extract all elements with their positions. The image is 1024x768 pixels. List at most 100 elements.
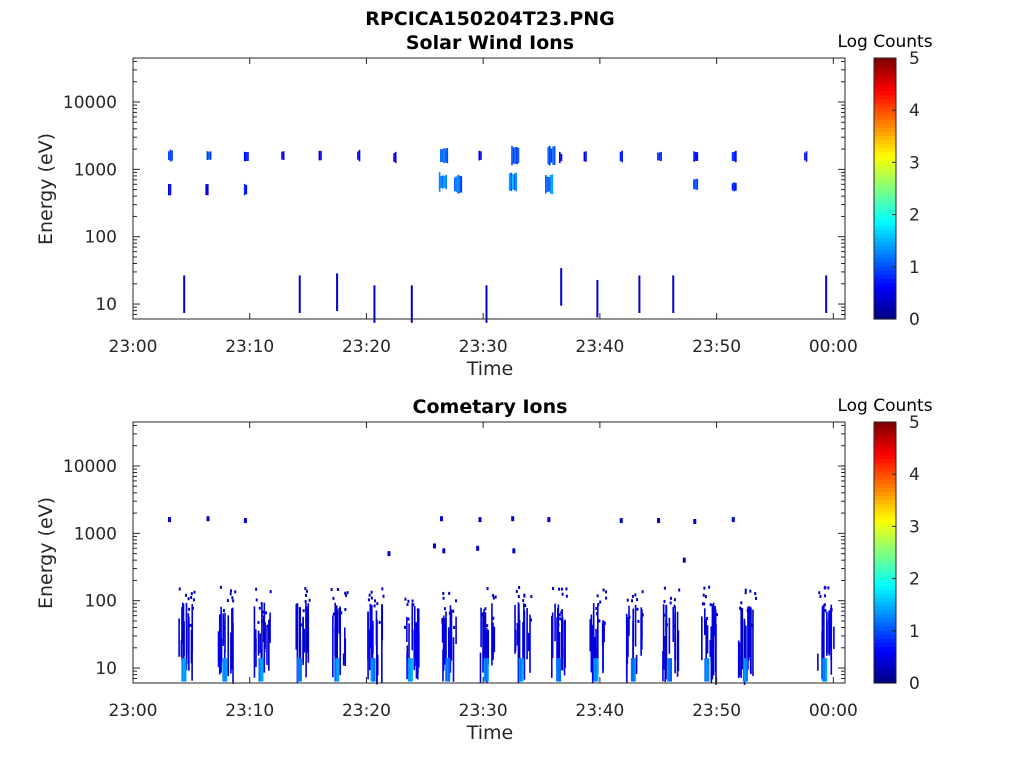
colorbar-swatch — [874, 536, 896, 541]
heatmap-cell — [527, 632, 530, 652]
heatmap-cell — [632, 608, 635, 669]
heatmap-cell — [547, 146, 549, 165]
heatmap-cell — [596, 279, 599, 318]
heatmap-cell — [823, 658, 826, 682]
colorbar-swatch — [874, 147, 896, 153]
heatmap-cell — [381, 604, 383, 683]
heatmap-cell — [558, 613, 561, 617]
heatmap-cell — [264, 622, 266, 649]
colorbar-swatch — [874, 564, 896, 570]
heatmap-cell — [583, 151, 586, 162]
heatmap-cell — [257, 630, 260, 656]
heatmap-cell — [517, 595, 520, 599]
colorbar-swatch — [874, 294, 896, 300]
heatmap-cell — [552, 146, 554, 165]
heatmap-cell — [335, 614, 338, 618]
heatmap-cell — [731, 183, 734, 191]
x-axis-label: Time — [466, 358, 514, 380]
heatmap-cell — [824, 609, 827, 613]
heatmap-cell — [492, 594, 495, 598]
colorbar-swatch — [874, 155, 896, 161]
heatmap-cell — [373, 285, 376, 323]
colorbar-swatch — [874, 650, 896, 656]
heatmap-cell — [439, 149, 442, 163]
colorbar-swatch — [874, 544, 896, 550]
heatmap-cell — [672, 607, 675, 642]
heatmap-cell — [673, 598, 676, 602]
heatmap-cell — [830, 608, 833, 612]
heatmap-cell — [750, 624, 753, 628]
colorbar-swatch — [874, 306, 896, 312]
heatmap-cell — [447, 627, 450, 659]
heatmap-cell — [404, 597, 407, 601]
heatmap-cell — [745, 658, 748, 682]
heatmap-cell — [743, 618, 746, 673]
colorbar-swatch — [874, 90, 896, 96]
heatmap-cell — [523, 603, 525, 653]
heatmap-cell — [693, 179, 695, 190]
heatmap-cell — [805, 151, 808, 162]
heatmap-cell — [255, 598, 258, 602]
heatmap-cell — [553, 146, 556, 166]
heatmap-cell — [827, 586, 830, 590]
heatmap-cell — [413, 629, 416, 671]
colorbar-swatch — [874, 131, 896, 137]
heatmap-cell — [518, 658, 521, 682]
heatmap-cell — [245, 152, 248, 162]
heatmap-cell — [677, 630, 680, 671]
heatmap-cell — [817, 653, 819, 671]
colorbar-swatch — [874, 70, 896, 75]
heatmap-cell — [747, 611, 750, 661]
panel-solar-wind: Solar Wind Ions 23:00 23:10 23:20 23:30 23:4… — [35, 32, 933, 380]
heatmap-cell — [340, 611, 343, 615]
colorbar-swatch — [874, 229, 896, 234]
heatmap-cell — [305, 606, 308, 610]
colorbar-swatch — [874, 642, 896, 647]
colorbar-swatch — [874, 111, 896, 116]
heatmap-cell — [226, 599, 229, 603]
heatmap-cell — [513, 173, 516, 191]
heatmap-cell — [442, 548, 446, 554]
heatmap-cell — [663, 586, 666, 590]
heatmap-cell — [171, 150, 173, 161]
heatmap-cell — [733, 151, 736, 162]
heatmap-cell — [493, 626, 496, 653]
heatmap-cell — [375, 625, 378, 684]
colorbar-swatch — [874, 479, 896, 484]
heatmap-cell — [191, 603, 194, 653]
heatmap-cell — [254, 629, 257, 652]
heatmap-cell — [595, 607, 598, 611]
heatmap-cell — [193, 590, 196, 594]
heatmap-cell — [415, 623, 418, 627]
heatmap-cell — [825, 658, 828, 682]
heatmap-cell — [682, 557, 686, 563]
colorbar-swatch — [874, 634, 896, 639]
heatmap-cell — [658, 152, 661, 161]
colorbar-swatch — [874, 102, 896, 108]
heatmap-cell — [222, 613, 224, 646]
heatmap-cell — [223, 625, 226, 629]
heatmap-cell — [445, 658, 448, 682]
colorbar-swatch — [874, 609, 896, 615]
heatmap-cell — [630, 658, 634, 682]
heatmap-cell — [823, 603, 826, 607]
heatmap-cell — [821, 605, 824, 680]
heatmap-cell — [178, 618, 180, 657]
colorbar-swatch — [874, 135, 896, 141]
heatmap-cell — [547, 517, 551, 523]
heatmap-cell — [178, 587, 181, 591]
heatmap-cell — [516, 623, 519, 646]
colorbar-swatch — [874, 98, 896, 104]
heatmap-cell — [825, 275, 828, 313]
heatmap-cell — [641, 590, 644, 594]
heatmap-cell — [589, 619, 592, 652]
colorbar-swatch — [874, 572, 896, 578]
heatmap-cell — [206, 516, 210, 522]
heatmap-cell — [626, 598, 629, 602]
heatmap-cell — [701, 616, 703, 661]
heatmap-cell — [258, 606, 261, 610]
heatmap-cell — [304, 587, 307, 591]
heatmap-cell — [492, 596, 495, 600]
colorbar-swatch — [874, 576, 896, 582]
